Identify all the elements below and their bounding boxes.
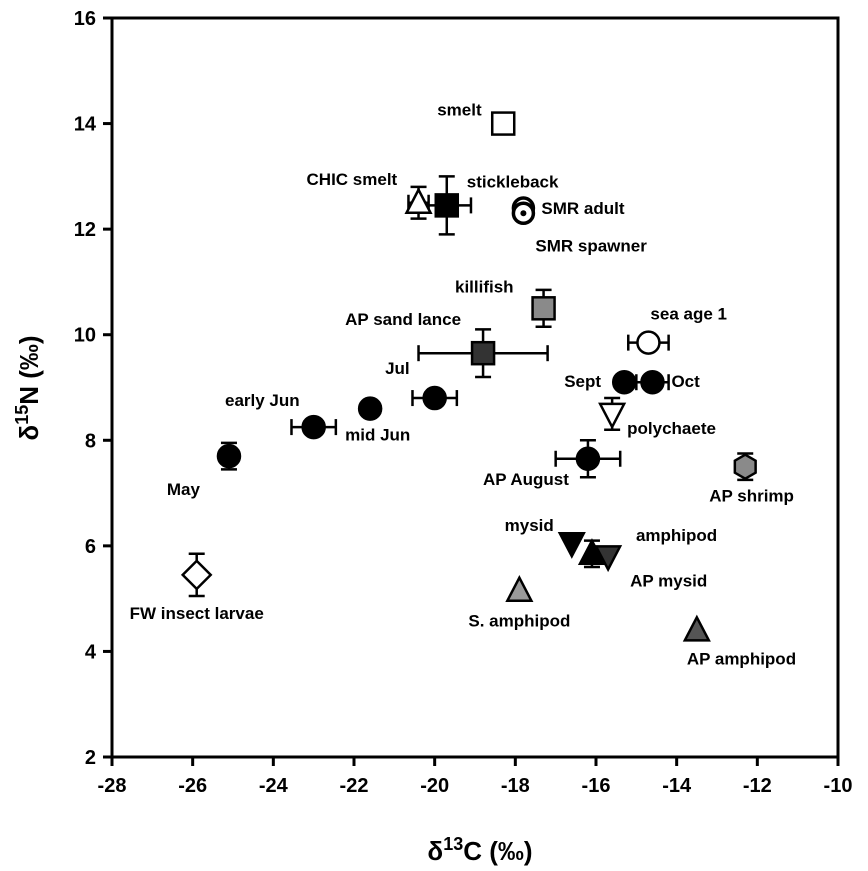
x-axis-title-prefix: δ — [427, 836, 443, 866]
x-tick-label: -28 — [98, 775, 127, 797]
point-label: mid Jun — [345, 426, 410, 445]
x-tick-label: -12 — [743, 775, 772, 797]
y-tick-label: 10 — [74, 325, 96, 347]
x-tick-label: -24 — [259, 775, 289, 797]
point-marker — [490, 111, 516, 136]
x-tick-label: -18 — [501, 775, 530, 797]
x-tick-label: -14 — [662, 775, 692, 797]
point-marker — [557, 531, 586, 559]
axes-layer: -28 -26 -24 -22 -20 -18 -16 -14 -12 -10 2 4 6 8 10 12 14… — [74, 8, 853, 797]
y-tick-label: 8 — [85, 430, 96, 452]
point-marker — [357, 396, 383, 421]
y-axis-title-sup: 15 — [12, 405, 32, 425]
point-label: AP sand lance — [345, 310, 461, 329]
x-axis-title-rest: C (‰) — [463, 836, 532, 866]
y-tick-label: 4 — [85, 641, 97, 663]
y-tick-label: 16 — [74, 8, 96, 30]
x-axis-title: δ13C (‰) — [427, 834, 532, 866]
y-tick-label: 12 — [74, 219, 96, 241]
point-marker — [682, 614, 711, 642]
point-label: AP August — [483, 470, 569, 489]
point-marker — [531, 296, 556, 321]
point-label: sea age 1 — [650, 305, 727, 324]
point-marker — [511, 201, 536, 226]
x-tick-label: -16 — [582, 775, 611, 797]
x-tick-label: -10 — [824, 775, 853, 797]
point-label: May — [167, 480, 201, 499]
point-label: stickleback — [467, 172, 559, 191]
point-label: mysid — [505, 516, 554, 535]
point-marker — [301, 414, 326, 440]
y-tick-label: 2 — [85, 747, 96, 769]
point-label: early Jun — [225, 391, 300, 410]
point-marker — [505, 575, 534, 602]
x-tick-label: -26 — [178, 775, 207, 797]
x-tick-label: -22 — [340, 775, 369, 797]
point-marker — [404, 187, 433, 214]
y-axis-title: δ15N (‰) — [12, 335, 44, 440]
y-axis-title-rest: N (‰) — [14, 335, 44, 404]
point-labels: smelt CHIC smelt stickleback SMR adult SMR s… — [130, 101, 796, 669]
y-axis-title-prefix: δ — [14, 425, 44, 441]
point-label: amphipod — [636, 526, 717, 545]
point-marker — [216, 443, 242, 469]
point-label: CHIC smelt — [307, 170, 398, 189]
point-marker — [640, 369, 665, 395]
data-points — [180, 111, 757, 642]
point-label: Oct — [671, 372, 700, 391]
x-tick-label: -20 — [420, 775, 449, 797]
plot-frame — [110, 16, 840, 759]
point-label: AP mysid — [630, 571, 707, 590]
point-marker — [598, 402, 627, 430]
point-label: killifish — [455, 277, 514, 296]
point-label: polychaete — [627, 419, 716, 438]
point-label: SMR spawner — [535, 236, 647, 255]
marker-dot — [520, 210, 527, 217]
point-marker — [611, 369, 637, 395]
point-label: Sept — [564, 372, 601, 391]
point-label: SMR adult — [541, 199, 624, 218]
point-marker — [733, 453, 757, 481]
point-marker — [594, 545, 623, 573]
point-marker — [636, 330, 661, 355]
point-marker — [575, 446, 601, 472]
y-tick-label: 14 — [74, 114, 97, 136]
x-axis-title-sup: 13 — [443, 834, 463, 854]
point-label: AP amphipod — [687, 649, 796, 668]
point-marker — [180, 559, 213, 591]
point-label: AP shrimp — [709, 487, 794, 506]
point-label: S. amphipod — [468, 612, 570, 631]
point-label: FW insect larvae — [130, 604, 264, 623]
point-label: Jul — [385, 359, 410, 378]
point-marker — [470, 340, 496, 366]
point-marker — [422, 385, 447, 411]
point-label: smelt — [437, 101, 482, 120]
point-marker — [434, 193, 460, 218]
y-tick-label: 6 — [85, 536, 96, 558]
